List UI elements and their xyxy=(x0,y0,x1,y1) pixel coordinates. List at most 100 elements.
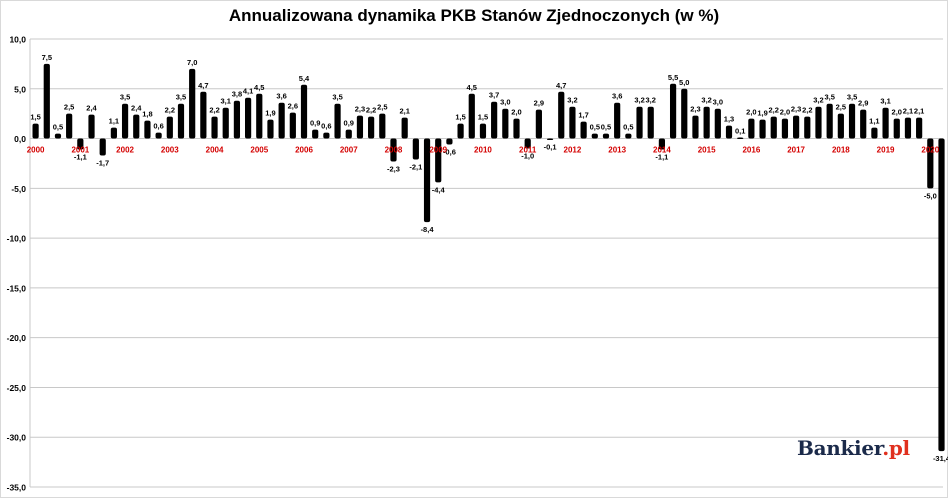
year-label: 2011 xyxy=(519,146,537,155)
bar xyxy=(804,116,811,139)
data-label: 3,5 xyxy=(824,93,834,102)
bar xyxy=(446,138,453,145)
data-label: 3,0 xyxy=(713,98,723,107)
data-label: 2,1 xyxy=(903,107,913,116)
brand-suffix: .pl xyxy=(882,436,910,460)
bar xyxy=(278,102,285,139)
data-label: 0,5 xyxy=(601,123,611,132)
bar xyxy=(256,93,263,139)
data-label: -1,1 xyxy=(655,153,668,162)
bar xyxy=(144,120,151,139)
bar xyxy=(703,106,710,139)
bar xyxy=(737,137,744,140)
data-label: 0,9 xyxy=(344,119,354,128)
data-label: 0,6 xyxy=(321,122,331,131)
bar xyxy=(614,102,621,139)
year-label: 2010 xyxy=(474,146,492,155)
bar xyxy=(927,138,934,189)
bar xyxy=(54,133,62,139)
bar xyxy=(300,84,308,139)
bar xyxy=(244,97,252,139)
y-tick-label: -5,0 xyxy=(11,184,26,194)
bar xyxy=(435,138,442,183)
bar xyxy=(513,118,520,139)
bar xyxy=(569,106,576,139)
chart-title: Annualizowana dynamika PKB Stanów Zjedno… xyxy=(228,6,720,25)
bar xyxy=(177,103,185,139)
data-label: 2,2 xyxy=(209,106,219,115)
bar xyxy=(457,123,464,139)
data-label: 3,6 xyxy=(276,92,286,101)
bar xyxy=(491,101,498,139)
bar xyxy=(289,112,296,139)
bar xyxy=(345,129,352,139)
data-label: 0,6 xyxy=(153,122,163,131)
bar xyxy=(368,116,375,139)
data-label: 2,5 xyxy=(377,103,387,112)
data-label: 3,1 xyxy=(880,97,890,106)
bar xyxy=(748,118,755,139)
year-label: 2012 xyxy=(564,146,582,155)
bar xyxy=(189,68,196,139)
data-label: -4,4 xyxy=(432,185,446,194)
year-label: 2016 xyxy=(742,146,760,155)
bar xyxy=(312,129,319,139)
data-label: 1,5 xyxy=(455,113,465,122)
data-label: -1,7 xyxy=(96,158,109,167)
bar xyxy=(43,63,50,139)
y-tick-label: -20,0 xyxy=(7,333,27,343)
bar xyxy=(379,113,386,139)
data-label: 1,1 xyxy=(109,117,119,126)
bar xyxy=(66,113,73,139)
year-label: 2019 xyxy=(877,146,895,155)
bar xyxy=(636,106,643,139)
data-label: 3,5 xyxy=(332,93,342,102)
bar xyxy=(535,109,542,139)
data-label: 2,4 xyxy=(131,104,142,113)
year-label: 2004 xyxy=(206,146,224,155)
data-label: 4,1 xyxy=(243,87,253,96)
data-label: 3,6 xyxy=(612,92,622,101)
data-label: -31,4 xyxy=(933,454,948,463)
bar xyxy=(211,116,218,139)
data-label: 3,2 xyxy=(634,96,644,105)
y-tick-label: 10,0 xyxy=(9,35,26,45)
bar xyxy=(356,115,364,139)
data-label: 0,5 xyxy=(623,123,633,132)
data-label: 4,5 xyxy=(467,83,477,92)
bankier-logo: Bankier.pl xyxy=(797,436,910,460)
data-label: 2,3 xyxy=(355,105,365,114)
data-label: 3,0 xyxy=(500,98,510,107)
bar xyxy=(647,106,654,139)
data-label: 1,5 xyxy=(478,113,488,122)
bar xyxy=(99,138,106,156)
data-label: 1,7 xyxy=(578,111,588,120)
data-label: 2,0 xyxy=(511,108,521,117)
data-label: 1,9 xyxy=(757,109,767,118)
bar xyxy=(77,138,84,150)
year-label: 2006 xyxy=(295,146,313,155)
bar xyxy=(524,138,531,149)
bar xyxy=(725,125,733,139)
bar xyxy=(546,138,554,141)
bar xyxy=(267,119,274,139)
data-label: 2,6 xyxy=(288,102,298,111)
year-label: 2015 xyxy=(698,146,716,155)
bar xyxy=(871,127,878,139)
data-label: 2,0 xyxy=(780,108,790,117)
data-label: 1,9 xyxy=(265,109,275,118)
bar xyxy=(334,103,341,139)
data-label: 3,5 xyxy=(120,93,130,102)
data-label: -8,4 xyxy=(421,225,435,234)
bar xyxy=(155,132,162,139)
bar xyxy=(669,83,677,139)
bar xyxy=(882,107,889,139)
data-label: 1,5 xyxy=(30,113,40,122)
data-label: 3,2 xyxy=(646,96,656,105)
bar xyxy=(580,121,587,139)
bar xyxy=(860,109,867,139)
bar xyxy=(625,133,632,139)
data-label: -2,1 xyxy=(409,162,422,171)
data-label: 7,0 xyxy=(187,58,197,67)
y-tick-label: -10,0 xyxy=(7,234,27,244)
